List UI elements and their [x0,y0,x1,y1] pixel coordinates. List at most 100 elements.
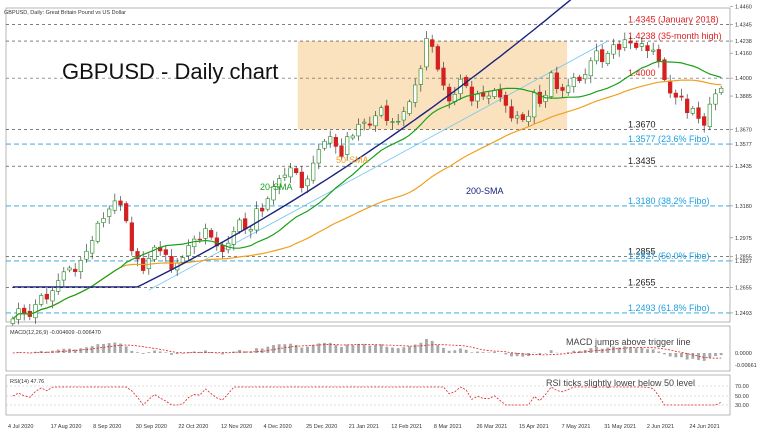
uptrend-line [148,40,609,291]
chart-title: GBPUSD - Daily chart [62,59,278,84]
candle-12 [78,260,83,272]
candle-65 [379,107,384,116]
price-tick-label-1: 1.4345 [735,22,752,28]
candle-71 [413,84,418,103]
candle-75 [435,46,440,70]
candle-44 [260,207,265,212]
date-tick-15: 2 Jun 2021 [647,424,674,430]
date-tick-10: 8 Mar 2021 [434,424,462,430]
candle-25 [152,246,157,260]
candle-21 [129,222,134,252]
candle-39 [231,231,236,245]
candle-73 [424,38,429,68]
candle-57 [333,137,338,147]
date-axis: 4 Jul 2020 17 Aug 2020 8 Sep 2020 30 Sep 20… [8,424,720,430]
price-tick-label-12: 1.2827 [735,259,752,265]
candle-68 [396,120,401,123]
candle-18 [112,200,117,211]
price-frame [5,7,731,323]
candle-62 [362,121,367,124]
price-tick-label-4: 1.4000 [735,76,752,82]
candle-96 [554,72,559,90]
candle-2 [22,307,27,314]
candle-100 [577,76,582,82]
price-tick-label-11: 1.2855 [735,255,752,261]
candle-86 [498,89,503,98]
candle-105 [605,53,610,64]
candle-103 [594,50,599,62]
sma20-label: 20-SMA [260,182,293,192]
candle-5 [39,295,44,305]
candle-118 [679,95,684,98]
sma200-label: 200-SMA [466,186,504,196]
candle-114 [656,49,661,62]
price-axis: 1.4460 1.4345 1.4238 1.4160 1.4000 1.3885 1.36… [730,4,757,409]
candle-124 [713,93,718,105]
level-label-9: 1.2655 [628,278,656,288]
candle-53 [311,162,316,181]
candle-52 [305,178,310,187]
candle-88 [509,106,514,119]
candle-14 [90,240,95,254]
candle-109 [628,40,633,44]
candle-107 [617,43,622,50]
macd-panel: MACD(12,26,9) -0.004609 -0.006470 MACD ju… [5,325,731,372]
candle-82 [475,93,480,102]
candle-101 [583,74,588,80]
price-tick-label-8: 1.3435 [735,164,752,170]
date-tick-5: 12 Nov 2020 [221,424,252,430]
candle-51 [299,171,304,188]
candle-30 [180,257,185,263]
rsi-title: RSI(14) 47.76 [10,379,44,385]
price-tick-label-7: 1.3577 [735,142,752,148]
price-tick-label-6: 1.3670 [735,128,752,134]
candle-46 [271,186,276,201]
candle-11 [73,268,78,272]
sma20-line [12,60,722,320]
candle-10 [67,267,72,271]
candle-93 [537,91,542,104]
candle-91 [526,116,531,122]
date-tick-6: 4 Dec 2020 [264,424,292,430]
candle-99 [571,77,576,87]
candle-54 [316,149,321,164]
candle-115 [662,59,667,80]
level-label-3: 1.3670 [628,120,656,130]
candle-42 [248,229,253,232]
price-tick-label-14: 1.2493 [735,311,752,317]
candle-63 [367,123,372,126]
level-label-1: 1.4238 (35-month high) [628,31,722,41]
level-label-4: 1.3577 (23.6% Fibo) [628,134,710,144]
symbol-header: GBPUSD, Daily: Great Britain Pound vs US… [4,10,126,16]
date-tick-2: 8 Sep 2020 [93,424,121,430]
candle-61 [356,124,361,137]
candle-72 [418,68,423,85]
sma50-label: 50-SMA [336,155,369,165]
candle-50 [294,168,299,174]
candle-119 [685,98,690,114]
candle-8 [56,280,61,292]
candle-43 [254,208,259,231]
macd-annotation: MACD jumps above trigger line [566,337,691,347]
level-label-6: 1.3180 (38.2% Fibo) [628,196,710,206]
macd-tick-1: -0.00661 [735,363,757,369]
date-tick-3: 30 Sep 2020 [136,424,167,430]
candle-33 [197,238,202,241]
candle-116 [668,80,673,94]
candle-111 [639,43,644,47]
candle-98 [566,85,571,93]
level-label-2: 1.4000 [628,68,656,78]
candle-22 [135,251,140,260]
candle-35 [209,230,214,238]
rsi-tick-0: 70.00 [735,384,749,390]
rsi-line [12,386,722,406]
date-tick-16: 24 Jun 2021 [689,424,719,430]
candle-121 [696,107,701,119]
candle-49 [288,167,293,178]
sma50-line [12,79,722,320]
candle-48 [282,174,287,178]
price-tick-label-13: 1.2655 [735,286,752,292]
date-tick-13: 7 May 2021 [562,424,591,430]
price-tick-label-5: 1.3885 [735,94,752,100]
candle-24 [146,257,151,270]
